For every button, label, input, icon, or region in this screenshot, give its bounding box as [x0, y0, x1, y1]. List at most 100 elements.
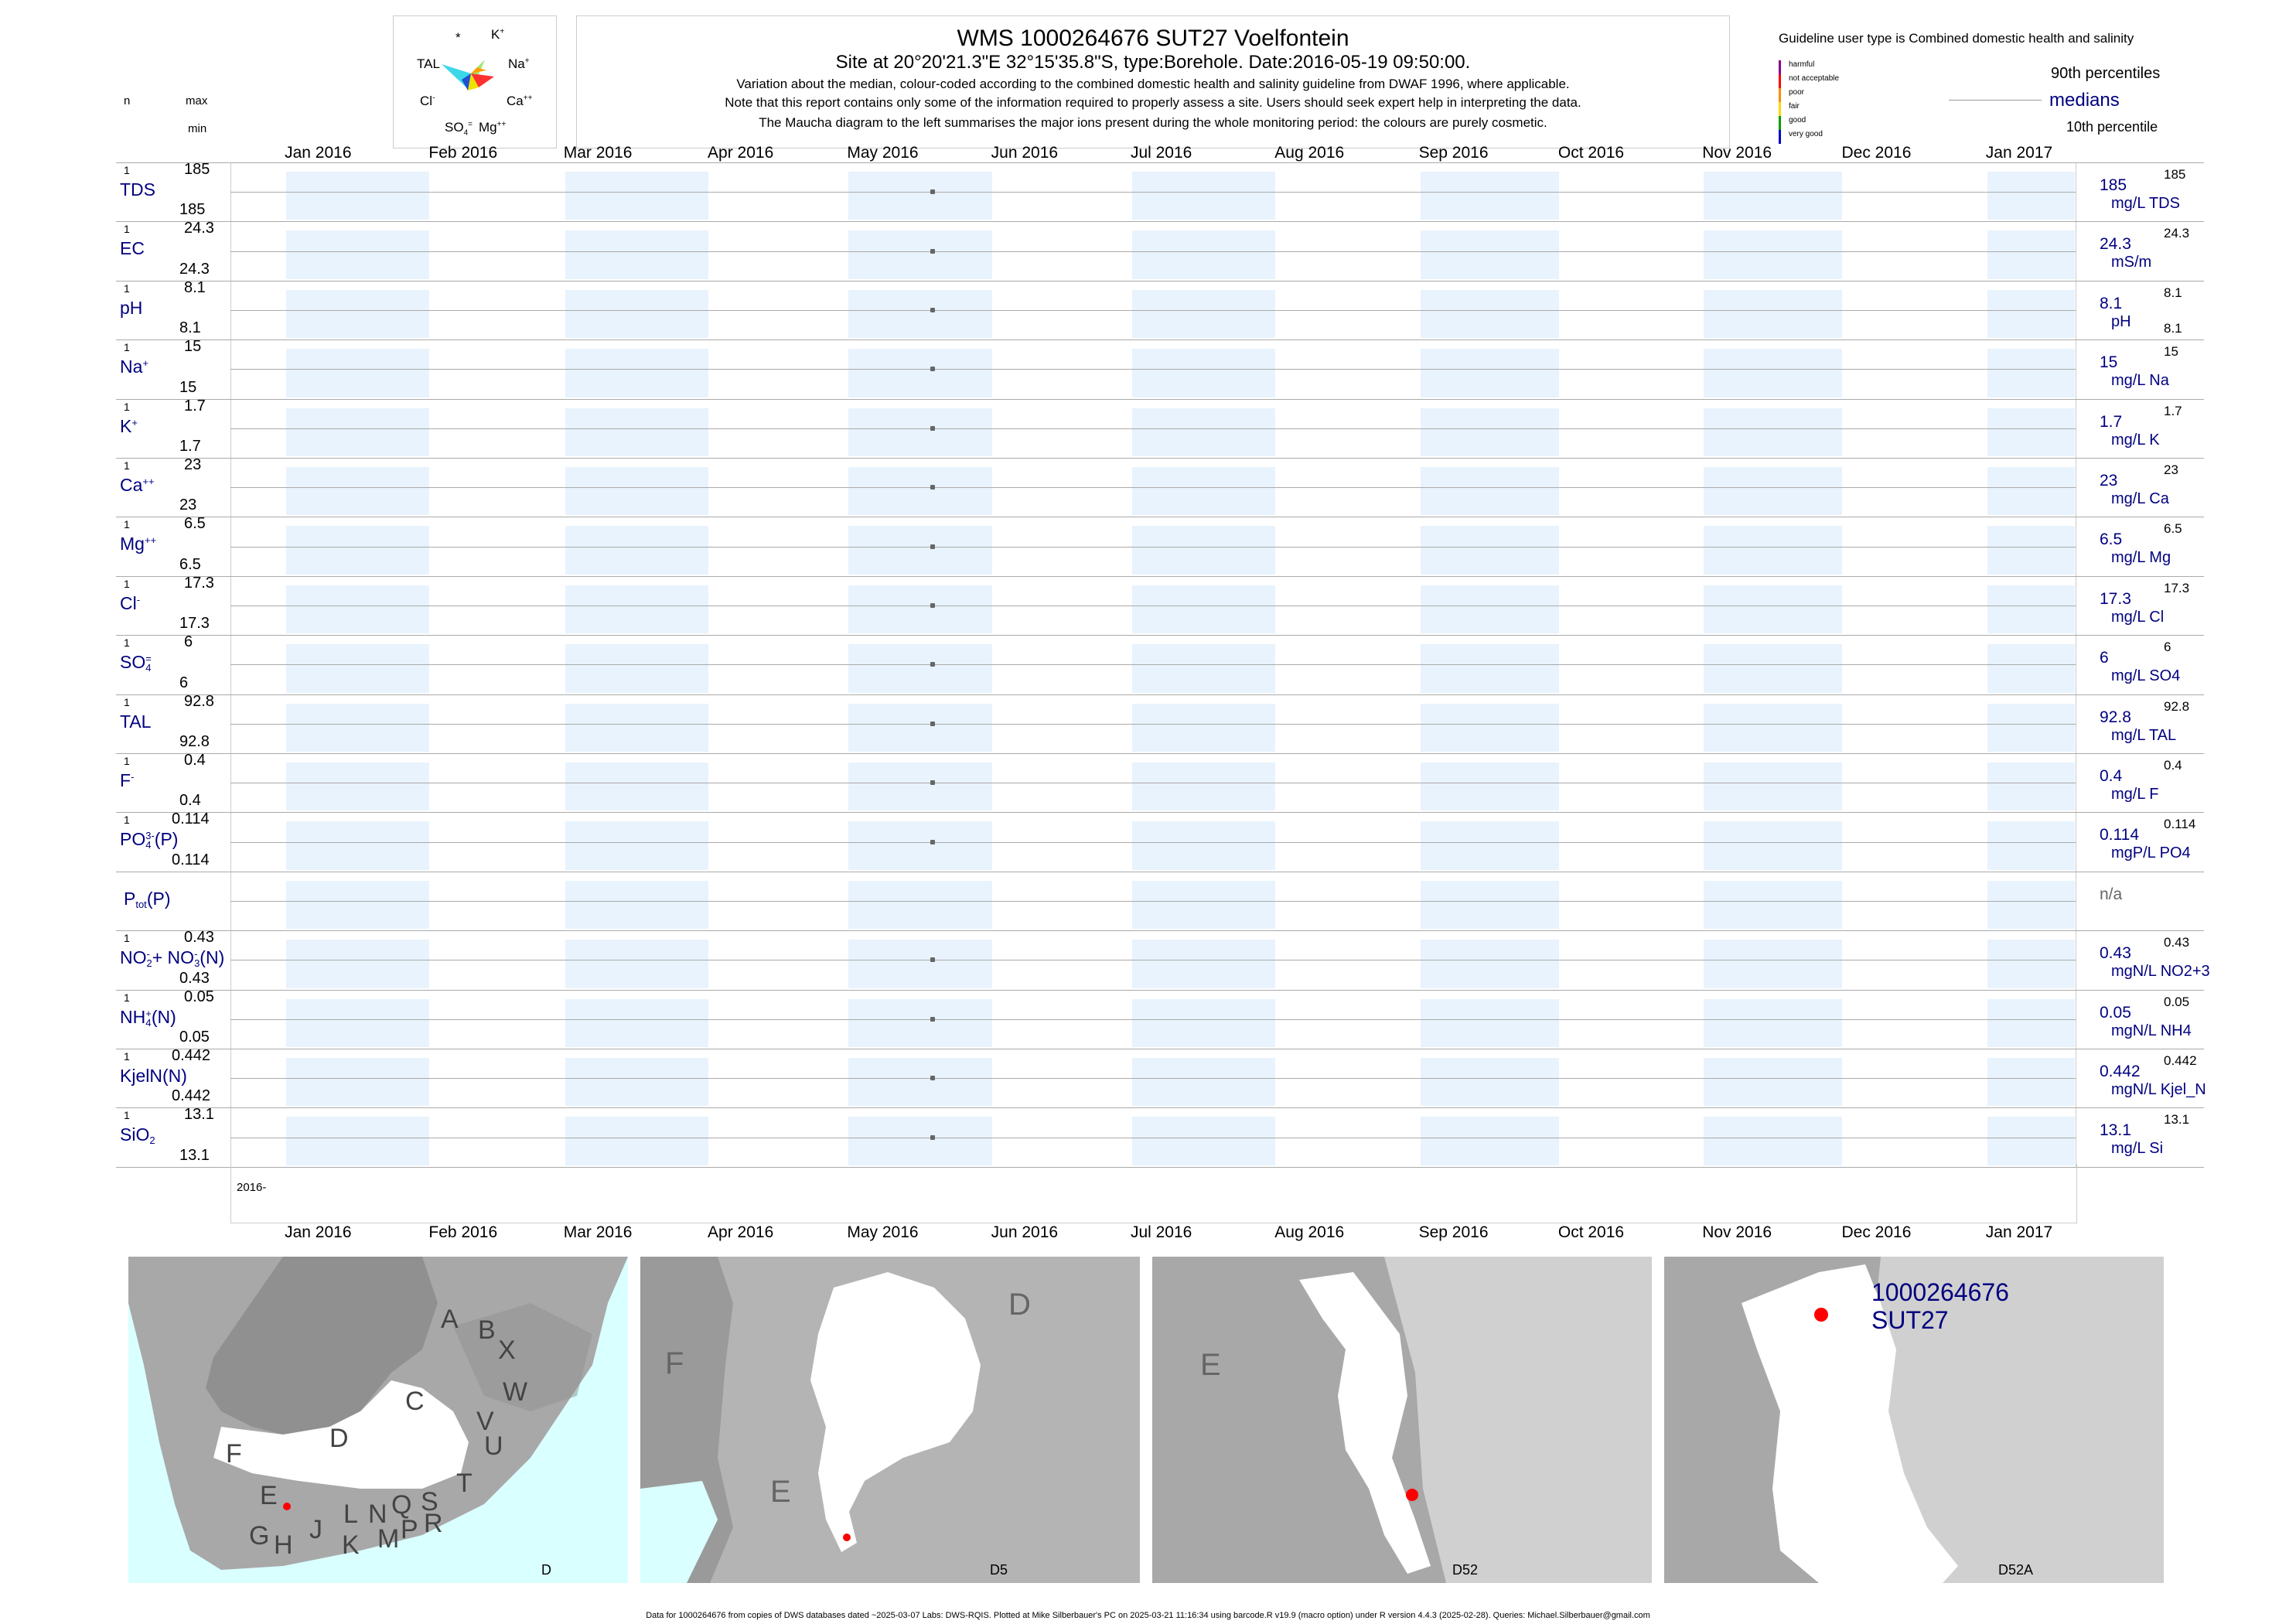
month-band [565, 763, 709, 811]
note-line-3: The Maucha diagram to the left summarise… [759, 115, 1547, 130]
data-point [930, 957, 935, 963]
row-parameter-name: EC [120, 238, 145, 259]
month-band [848, 703, 992, 752]
map-d-letter-g: G [249, 1521, 270, 1551]
header-min: min [188, 122, 207, 135]
row-min: 15 [179, 378, 197, 396]
map-site-name: SUT27 [1871, 1306, 1949, 1334]
month-band [565, 289, 709, 339]
row-separator [116, 694, 2204, 695]
page-subtitle: Site at 20°20'21.3"E 32°15'35.8"S, type:… [835, 52, 1471, 73]
row-right-max: 92.8 [2164, 698, 2190, 714]
data-point [930, 1134, 935, 1140]
month-band [848, 585, 992, 634]
month-band [1420, 880, 1559, 930]
row-unit: mg/L TAL [2111, 726, 2177, 744]
row-parameter-name: SO = 4 [120, 652, 152, 674]
month-band [286, 289, 430, 339]
month-band [1420, 998, 1559, 1047]
row-median-value: 8.1 [2100, 294, 2123, 312]
row-n: 1 [124, 518, 130, 531]
legend-swatch [1779, 60, 1781, 74]
row-right-max: 13.1 [2164, 1112, 2190, 1128]
row-right-max: 23 [2164, 462, 2178, 477]
month-band [286, 230, 430, 279]
legend-category: poor [1779, 88, 1804, 102]
median-line [230, 664, 2076, 666]
data-point [930, 367, 935, 372]
map-d-letter-f: F [226, 1439, 242, 1469]
legend-category: good [1779, 116, 1806, 130]
row-median-value: 6.5 [2100, 531, 2123, 549]
month-band [1420, 763, 1559, 811]
row-min: 185 [179, 201, 206, 219]
month-band [848, 880, 992, 930]
month-label-top: Jan 2017 [1985, 144, 2053, 162]
month-band [565, 1117, 709, 1165]
month-band [565, 703, 709, 752]
month-band [286, 467, 430, 516]
row-right-max: 6 [2164, 640, 2171, 655]
map-d5-label: D5 [990, 1562, 1008, 1578]
map-d52a-label: D52A [1998, 1562, 2034, 1578]
row-parameter-name: P tot (P) [124, 888, 171, 910]
row-n: 1 [124, 1050, 130, 1063]
month-band [1987, 880, 2075, 930]
row-parameter-name: NO -2 + NO -3 (N) [120, 947, 225, 970]
data-point [930, 308, 935, 312]
row-right-max: 0.43 [2164, 935, 2190, 950]
row-median-value: 0.4 [2100, 767, 2123, 785]
row-unit: mg/L TDS [2111, 195, 2180, 212]
row-min: 17.3 [179, 615, 210, 633]
legend-swatch [1779, 116, 1781, 130]
maucha-so4-label: SO4= [445, 120, 473, 138]
month-band [286, 172, 430, 220]
month-band [1704, 703, 1843, 752]
month-band [848, 349, 992, 397]
row-separator [116, 162, 2204, 163]
row-n: 1 [124, 814, 130, 827]
month-band [1987, 172, 2075, 220]
row-min: 0.43 [179, 969, 210, 987]
row-min: 1.7 [179, 438, 201, 455]
month-band [565, 467, 709, 516]
month-label-bottom: Jan 2016 [285, 1223, 352, 1241]
legend-category-label: fair [1789, 102, 1800, 111]
month-band [848, 763, 992, 811]
month-label-bottom: Apr 2016 [708, 1223, 774, 1241]
row-n: 1 [124, 1109, 130, 1122]
month-band [1131, 467, 1276, 516]
map-panel-d5: D F E D5 [640, 1257, 1140, 1583]
map-d-letter-l: L [343, 1499, 358, 1529]
row-separator [116, 575, 2204, 577]
map-d5-shape [640, 1257, 981, 1583]
month-band [1420, 940, 1559, 988]
row-unit: mgP/L PO4 [2111, 844, 2191, 862]
month-band [286, 880, 430, 930]
map-d-letter-c: C [405, 1387, 425, 1416]
row-median-value: n/a [2100, 885, 2123, 903]
month-band [1987, 585, 2075, 634]
row-median-value: 0.442 [2100, 1063, 2141, 1080]
month-band [1704, 1058, 1843, 1107]
row-min: 92.8 [179, 733, 210, 750]
median-line [230, 901, 2076, 902]
row-median-value: 23 [2100, 472, 2118, 490]
legend-category-label: harmful [1789, 60, 1815, 69]
row-max: 8.1 [184, 278, 206, 296]
row-right-max: 17.3 [2164, 580, 2190, 595]
legend-medians: medians [2049, 90, 2120, 111]
month-band [1131, 1058, 1276, 1107]
row-median-value: 92.8 [2100, 708, 2131, 726]
row-unit: mg/L F [2111, 786, 2159, 803]
row-max: 0.442 [172, 1047, 211, 1064]
legend-category-label: very good [1789, 130, 1823, 138]
month-band [286, 644, 430, 693]
month-band [1131, 821, 1276, 870]
map-d-letter-x: X [498, 1336, 516, 1365]
row-n: 1 [124, 932, 130, 945]
map-d-letter-n: N [368, 1499, 387, 1529]
row-right-max: 0.05 [2164, 994, 2190, 1009]
data-point [930, 425, 935, 431]
map-panel-d52a: 1000264676 SUT27 D52A [1664, 1257, 2164, 1583]
